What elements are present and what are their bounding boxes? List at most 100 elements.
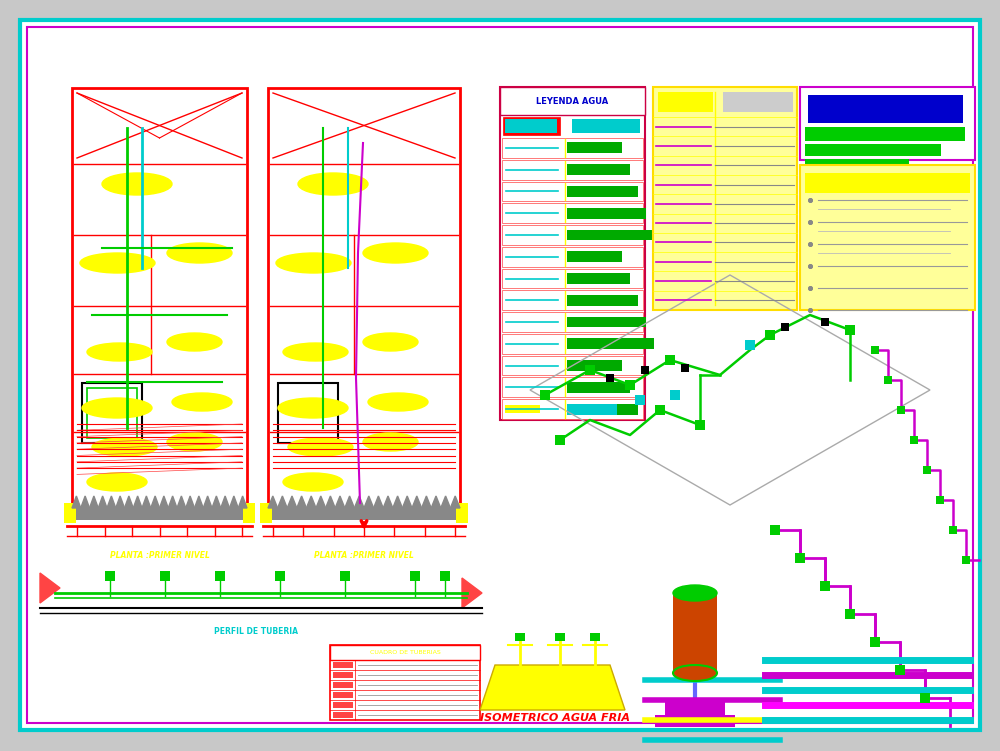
Bar <box>567 208 646 219</box>
Ellipse shape <box>363 243 428 263</box>
Polygon shape <box>306 496 316 508</box>
Polygon shape <box>383 496 393 508</box>
Text: ISOMETRICO AGUA FRIA: ISOMETRICO AGUA FRIA <box>480 713 630 723</box>
Ellipse shape <box>80 253 155 273</box>
Polygon shape <box>168 496 177 508</box>
Bar <box>635 395 645 405</box>
Bar <box>268 88 460 508</box>
Ellipse shape <box>276 253 351 273</box>
Bar <box>502 247 643 267</box>
Polygon shape <box>374 496 383 508</box>
Ellipse shape <box>283 343 348 361</box>
Ellipse shape <box>288 438 353 456</box>
Bar <box>555 435 565 445</box>
Bar <box>962 556 970 564</box>
Text: PLANTA :PRIMER NIVEL: PLANTA :PRIMER NIVEL <box>110 551 209 560</box>
Polygon shape <box>221 496 230 508</box>
Bar <box>606 374 614 382</box>
Bar <box>505 405 540 414</box>
Ellipse shape <box>102 173 172 195</box>
Bar <box>800 165 975 310</box>
Bar <box>625 380 635 390</box>
Bar <box>870 637 880 647</box>
Text: CUADRO DE TUBERIAS: CUADRO DE TUBERIAS <box>370 650 440 656</box>
Bar <box>243 503 255 523</box>
Bar <box>821 318 829 326</box>
Ellipse shape <box>368 393 428 411</box>
Bar <box>665 355 675 365</box>
Polygon shape <box>186 496 194 508</box>
Polygon shape <box>326 496 335 508</box>
Bar <box>805 127 965 141</box>
Polygon shape <box>151 496 160 508</box>
Bar <box>540 390 550 400</box>
Ellipse shape <box>167 333 222 351</box>
Polygon shape <box>124 496 133 508</box>
Bar <box>333 702 353 708</box>
Polygon shape <box>462 578 482 608</box>
Ellipse shape <box>278 398 348 418</box>
Text: PERFIL DE TUBERIA: PERFIL DE TUBERIA <box>214 628 298 637</box>
Bar <box>897 406 905 414</box>
Bar <box>500 87 645 420</box>
Polygon shape <box>98 496 107 508</box>
Bar <box>456 503 468 523</box>
Ellipse shape <box>167 243 232 263</box>
Bar <box>502 400 643 419</box>
Bar <box>502 269 643 288</box>
Bar <box>572 119 640 133</box>
Polygon shape <box>72 496 81 508</box>
Polygon shape <box>422 496 431 508</box>
Bar <box>770 525 780 535</box>
Polygon shape <box>81 496 90 508</box>
Polygon shape <box>316 496 326 508</box>
Bar <box>410 571 420 581</box>
Ellipse shape <box>283 473 343 491</box>
Bar <box>330 645 480 660</box>
Bar <box>936 496 944 504</box>
Bar <box>681 364 689 372</box>
Polygon shape <box>116 496 124 508</box>
Polygon shape <box>133 496 142 508</box>
Polygon shape <box>230 496 238 508</box>
Bar <box>723 92 793 112</box>
Polygon shape <box>354 496 364 508</box>
Polygon shape <box>345 496 354 508</box>
Ellipse shape <box>172 393 232 411</box>
Bar <box>765 330 775 340</box>
Bar <box>781 323 789 331</box>
Bar <box>665 700 725 715</box>
Polygon shape <box>90 496 98 508</box>
Polygon shape <box>480 665 625 710</box>
Bar <box>949 526 957 534</box>
Ellipse shape <box>363 433 418 451</box>
Bar <box>502 160 643 179</box>
Bar <box>72 508 247 520</box>
Bar <box>333 662 353 668</box>
Ellipse shape <box>92 438 157 456</box>
Polygon shape <box>393 496 402 508</box>
Bar <box>585 365 595 375</box>
Bar <box>871 346 879 354</box>
Ellipse shape <box>167 433 222 451</box>
Bar <box>845 609 855 619</box>
Bar <box>845 325 855 335</box>
Text: LEYENDA AGUA: LEYENDA AGUA <box>536 96 609 105</box>
Bar <box>567 273 630 284</box>
Bar <box>567 360 622 371</box>
Bar <box>87 388 137 438</box>
Bar <box>502 356 643 376</box>
Bar <box>440 571 450 581</box>
Polygon shape <box>212 496 221 508</box>
Bar <box>658 92 713 112</box>
Bar <box>670 390 680 400</box>
Bar <box>502 378 643 397</box>
Bar <box>567 252 622 262</box>
Ellipse shape <box>363 333 418 351</box>
Bar <box>260 503 272 523</box>
Bar <box>555 633 565 641</box>
Polygon shape <box>142 496 151 508</box>
Ellipse shape <box>82 398 152 418</box>
Bar <box>653 87 797 310</box>
Bar <box>502 291 643 310</box>
